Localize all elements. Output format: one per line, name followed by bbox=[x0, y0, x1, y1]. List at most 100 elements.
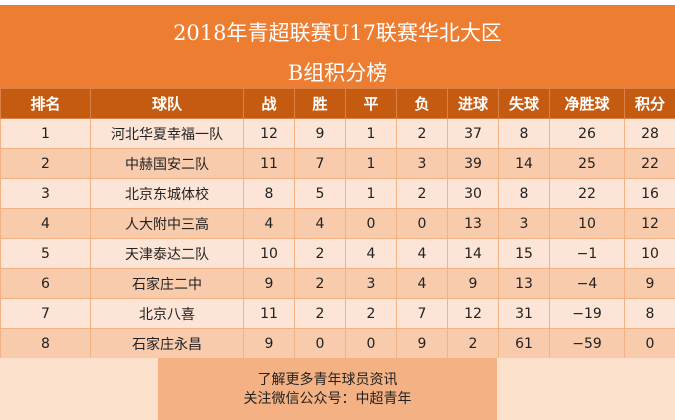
table-cell: 3 bbox=[396, 148, 448, 179]
table-cell: 7 bbox=[396, 298, 448, 329]
table-cell: 9 bbox=[624, 268, 675, 299]
table-cell: 0 bbox=[294, 328, 346, 359]
table-cell: 11 bbox=[243, 298, 295, 329]
table-cell: 9 bbox=[294, 118, 346, 149]
footer-box: 了解更多青年球员资讯 关注微信公众号：中超青年 bbox=[158, 358, 497, 420]
team-name-cell: 石家庄永昌 bbox=[90, 328, 244, 359]
column-header: 球队 bbox=[90, 88, 244, 119]
table-cell: −1 bbox=[549, 238, 625, 269]
table-cell: 16 bbox=[624, 178, 675, 209]
table-cell: 1 bbox=[0, 118, 91, 149]
table-cell: 26 bbox=[549, 118, 625, 149]
column-header: 失球 bbox=[498, 88, 550, 119]
table-cell: 0 bbox=[624, 328, 675, 359]
table-cell: 61 bbox=[498, 328, 550, 359]
column-header: 排名 bbox=[0, 88, 91, 119]
table-cell: −19 bbox=[549, 298, 625, 329]
table-cell: 8 bbox=[0, 328, 91, 359]
table-cell: 10 bbox=[549, 208, 625, 239]
table-row: 8 石家庄永昌 9 0 0 9 2 61 −59 0 bbox=[0, 328, 675, 359]
table-cell: 13 bbox=[447, 208, 499, 239]
table-cell: 13 bbox=[498, 268, 550, 299]
table-cell: 2 bbox=[447, 328, 499, 359]
table-cell: 10 bbox=[243, 238, 295, 269]
table-cell: 9 bbox=[243, 268, 295, 299]
table-cell: 12 bbox=[624, 208, 675, 239]
table-row: 2 中赫国安二队 11 7 1 3 39 14 25 22 bbox=[0, 148, 675, 179]
table-cell: −59 bbox=[549, 328, 625, 359]
table-cell: 4 bbox=[396, 238, 448, 269]
table-cell: 4 bbox=[345, 238, 397, 269]
table-cell: 4 bbox=[243, 208, 295, 239]
table-cell: 1 bbox=[345, 118, 397, 149]
table-cell: 8 bbox=[243, 178, 295, 209]
table-cell: 2 bbox=[294, 268, 346, 299]
table-row: 4 人大附中三高 4 4 0 0 13 3 10 12 bbox=[0, 208, 675, 239]
column-header: 积分 bbox=[624, 88, 675, 119]
column-header: 负 bbox=[396, 88, 448, 119]
column-header: 平 bbox=[345, 88, 397, 119]
table-cell: 0 bbox=[345, 328, 397, 359]
table-row: 5 天津泰达二队 10 2 4 4 14 15 −1 10 bbox=[0, 238, 675, 269]
footer: 了解更多青年球员资讯 关注微信公众号：中超青年 bbox=[0, 358, 675, 420]
table-cell: −4 bbox=[549, 268, 625, 299]
table-cell: 2 bbox=[396, 178, 448, 209]
table-cell: 4 bbox=[294, 208, 346, 239]
table-row: 7 北京八喜 11 2 2 7 12 31 −19 8 bbox=[0, 298, 675, 329]
table-cell: 9 bbox=[243, 328, 295, 359]
team-name-cell: 中赫国安二队 bbox=[90, 148, 244, 179]
table-cell: 8 bbox=[624, 298, 675, 329]
team-name-cell: 河北华夏幸福一队 bbox=[90, 118, 244, 149]
table-cell: 30 bbox=[447, 178, 499, 209]
table-cell: 0 bbox=[345, 208, 397, 239]
team-name-cell: 天津泰达二队 bbox=[90, 238, 244, 269]
table-cell: 25 bbox=[549, 148, 625, 179]
table-cell: 15 bbox=[498, 238, 550, 269]
table-cell: 9 bbox=[396, 328, 448, 359]
table-cell: 22 bbox=[549, 178, 625, 209]
footer-line-2: 关注微信公众号：中超青年 bbox=[243, 391, 412, 407]
table-cell: 4 bbox=[396, 268, 448, 299]
table-cell: 9 bbox=[447, 268, 499, 299]
table-cell: 3 bbox=[498, 208, 550, 239]
title-banner: 2018年青超联赛U17联赛华北大区 B组积分榜 bbox=[0, 5, 675, 88]
table-cell: 2 bbox=[294, 298, 346, 329]
table-cell: 4 bbox=[0, 208, 91, 239]
header-row: 排名 球队战胜平负进球 失球 净胜球 积分 bbox=[0, 88, 675, 119]
team-name-cell: 北京八喜 bbox=[90, 298, 244, 329]
table-cell: 2 bbox=[345, 298, 397, 329]
column-header: 进球 bbox=[447, 88, 499, 119]
table-row: 6 石家庄二中 9 2 3 4 9 13 −4 9 bbox=[0, 268, 675, 299]
table-cell: 10 bbox=[624, 238, 675, 269]
table-cell: 2 bbox=[396, 118, 448, 149]
table-cell: 12 bbox=[243, 118, 295, 149]
table-cell: 2 bbox=[294, 238, 346, 269]
table-cell: 6 bbox=[0, 268, 91, 299]
title-line-1: 2018年青超联赛U17联赛华北大区 bbox=[173, 21, 502, 45]
standings-table: 排名 球队战胜平负进球 失球 净胜球 积分 1 河北华夏幸福一队 12 9 1 2 37 8 26 28 2… bbox=[0, 88, 675, 359]
table-cell: 0 bbox=[396, 208, 448, 239]
table-cell: 7 bbox=[294, 148, 346, 179]
table-cell: 5 bbox=[0, 238, 91, 269]
team-name-cell: 北京东城体校 bbox=[90, 178, 244, 209]
table-cell: 39 bbox=[447, 148, 499, 179]
table-cell: 1 bbox=[345, 178, 397, 209]
table-cell: 8 bbox=[498, 178, 550, 209]
table-cell: 11 bbox=[243, 148, 295, 179]
team-name-cell: 石家庄二中 bbox=[90, 268, 244, 299]
table-cell: 3 bbox=[345, 268, 397, 299]
table-cell: 1 bbox=[345, 148, 397, 179]
table-row: 1 河北华夏幸福一队 12 9 1 2 37 8 26 28 bbox=[0, 118, 675, 149]
table-cell: 31 bbox=[498, 298, 550, 329]
table-cell: 22 bbox=[624, 148, 675, 179]
table-cell: 5 bbox=[294, 178, 346, 209]
title-line-2: B组积分榜 bbox=[287, 61, 388, 85]
table-cell: 8 bbox=[498, 118, 550, 149]
footer-line-1: 了解更多青年球员资讯 bbox=[257, 372, 398, 388]
table-cell: 3 bbox=[0, 178, 91, 209]
table-cell: 37 bbox=[447, 118, 499, 149]
table-cell: 14 bbox=[447, 238, 499, 269]
column-header: 胜 bbox=[294, 88, 346, 119]
table-cell: 2 bbox=[0, 148, 91, 179]
